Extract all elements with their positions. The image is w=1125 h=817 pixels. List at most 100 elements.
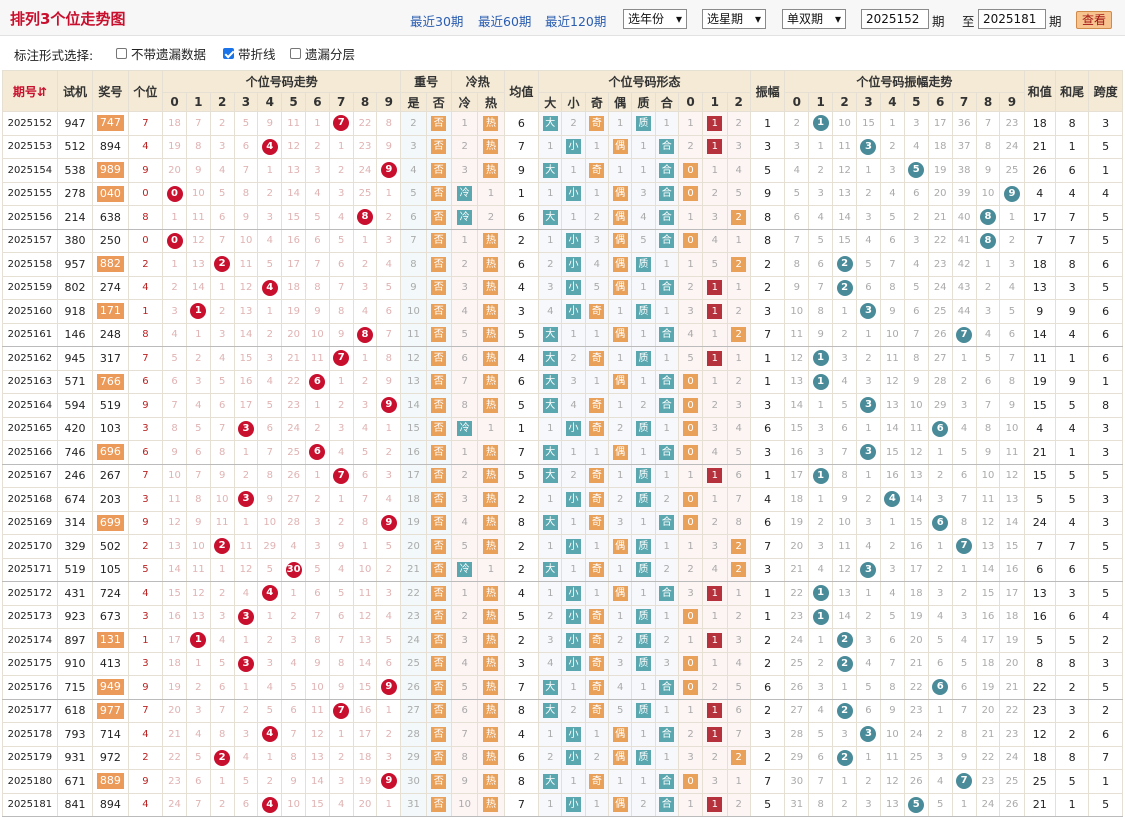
amp-ball: 3 bbox=[856, 440, 881, 465]
prize-cell: 699 bbox=[92, 510, 129, 535]
week-select[interactable]: 选星期 bbox=[702, 9, 766, 29]
form-miss: 1 bbox=[654, 111, 679, 136]
hotcold-miss: 8 bbox=[450, 745, 479, 770]
sum-cell: 13 bbox=[1023, 581, 1056, 606]
trend-ball: 7 bbox=[328, 111, 354, 136]
repeat-no-cell: 否 bbox=[425, 581, 452, 606]
trend-miss: 6 bbox=[304, 581, 330, 606]
amp-miss: 5 bbox=[903, 275, 929, 300]
amp-miss: 9 bbox=[999, 393, 1025, 418]
form-badge: 偶 bbox=[612, 538, 628, 554]
unit-ball: 7 bbox=[333, 350, 350, 367]
form-miss: 1 bbox=[607, 158, 633, 183]
hotcold-badge: 热 bbox=[483, 632, 499, 648]
trend-miss: 3 bbox=[257, 205, 283, 230]
mod-tag: 0 bbox=[677, 393, 704, 418]
trend-miss: 1 bbox=[162, 205, 187, 230]
sum-cell: 12 bbox=[1023, 722, 1056, 747]
from-issue-input[interactable]: 2025152 bbox=[861, 9, 929, 29]
trend-miss: 5 bbox=[376, 628, 402, 653]
form-miss: 1 bbox=[538, 487, 563, 512]
range-30-link[interactable]: 最近30期 bbox=[410, 14, 464, 29]
option-polyline-checkbox[interactable] bbox=[223, 48, 234, 59]
mod-badge: 0 bbox=[683, 656, 699, 672]
unit-ball: 9 bbox=[380, 162, 397, 179]
tail-cell: 2 bbox=[1054, 722, 1090, 747]
option-layered-checkbox[interactable] bbox=[290, 48, 301, 59]
trend-miss: 24 bbox=[352, 158, 378, 183]
form-miss: 1 bbox=[584, 134, 610, 159]
tail-cell: 2 bbox=[1054, 675, 1090, 700]
amp-miss: 19 bbox=[784, 510, 810, 535]
year-select[interactable]: 选年份 bbox=[623, 9, 687, 29]
span-cell: 6 bbox=[1088, 346, 1123, 371]
form-miss: 1 bbox=[631, 158, 656, 183]
repeat-no-cell: 否 bbox=[425, 675, 452, 700]
to-issue-input[interactable]: 2025181 bbox=[978, 9, 1046, 29]
amp-miss: 3 bbox=[808, 675, 834, 700]
trend-miss: 6 bbox=[281, 698, 306, 723]
form-r1: 1 bbox=[702, 92, 728, 112]
amp-ball: 2 bbox=[832, 275, 858, 300]
trend-miss: 1 bbox=[209, 769, 235, 794]
form-badge: 奇 bbox=[589, 350, 605, 366]
amp-miss: 10 bbox=[784, 299, 810, 324]
form-badge: 偶 bbox=[612, 726, 628, 742]
trend-miss: 5 bbox=[233, 769, 259, 794]
prize-cell: 040 bbox=[92, 181, 129, 206]
range-60-link[interactable]: 最近60期 bbox=[478, 14, 532, 29]
form-badge: 质 bbox=[635, 491, 651, 507]
mod-miss: 1 bbox=[702, 651, 728, 676]
amp-miss: 3 bbox=[832, 722, 858, 747]
amp-miss: 8 bbox=[951, 510, 977, 535]
amp-ball: 3 bbox=[856, 393, 881, 418]
amp-miss: 7 bbox=[999, 346, 1025, 371]
amp-ball-badge: 4 bbox=[884, 491, 901, 508]
parity-select[interactable]: 单双期 bbox=[782, 9, 846, 29]
issue-unit-label-2: 期 bbox=[1049, 14, 1062, 29]
trend-miss: 4 bbox=[185, 393, 211, 418]
prize-cell: 977 bbox=[92, 698, 129, 723]
amp-ball-badge: 2 bbox=[836, 279, 853, 296]
form-tag: 大 bbox=[538, 322, 563, 347]
amp-miss: 3 bbox=[903, 228, 929, 253]
form-badge: 合 bbox=[659, 374, 675, 390]
trend-miss: 4 bbox=[352, 299, 378, 324]
hotcold-tag: 热 bbox=[477, 487, 505, 512]
form-tag: 合 bbox=[654, 369, 679, 394]
form-badge: 大 bbox=[542, 773, 558, 789]
form-badge: 小 bbox=[566, 256, 582, 272]
parity-select-value: 单双期 bbox=[787, 12, 824, 26]
query-button[interactable]: 查看 bbox=[1076, 11, 1112, 29]
trend-miss: 2 bbox=[376, 440, 402, 465]
issue-cell: 2025171 bbox=[2, 557, 58, 582]
amp-miss: 8 bbox=[999, 369, 1025, 394]
sum-cell: 21 bbox=[1023, 134, 1056, 159]
trend-miss: 1 bbox=[352, 228, 378, 253]
prize-badge: 882 bbox=[96, 256, 124, 273]
amp-miss: 9 bbox=[903, 369, 929, 394]
mod-miss: 3 bbox=[677, 299, 704, 324]
trend-miss: 3 bbox=[352, 393, 378, 418]
tail-cell: 1 bbox=[1054, 134, 1090, 159]
amp-miss: 7 bbox=[975, 111, 1001, 136]
amp-miss: 3 bbox=[951, 393, 977, 418]
form-tag: 偶 bbox=[607, 134, 633, 159]
trend-miss: 9 bbox=[233, 205, 259, 230]
prize-cell: 882 bbox=[92, 252, 129, 277]
option-no-miss-checkbox[interactable] bbox=[116, 48, 127, 59]
option-layered[interactable]: 遗漏分层 bbox=[290, 44, 355, 63]
range-120-link[interactable]: 最近120期 bbox=[545, 14, 607, 29]
trend-miss: 7 bbox=[209, 698, 235, 723]
form-tag: 大 bbox=[538, 463, 563, 488]
amp-ball-badge: 8 bbox=[980, 209, 996, 226]
option-no-miss[interactable]: 不带遗漏数据 bbox=[116, 44, 206, 63]
col-issue[interactable]: 期号⇵ bbox=[2, 70, 58, 112]
trend-miss: 2 bbox=[328, 393, 354, 418]
option-polyline[interactable]: 带折线 bbox=[223, 44, 276, 63]
form-badge: 合 bbox=[659, 327, 675, 343]
repeat-no-cell: 否 bbox=[425, 510, 452, 535]
avg-cell: 4 bbox=[503, 346, 540, 371]
trend-ball: 8 bbox=[352, 205, 378, 230]
repeat-yes-cell: 10 bbox=[400, 299, 427, 324]
